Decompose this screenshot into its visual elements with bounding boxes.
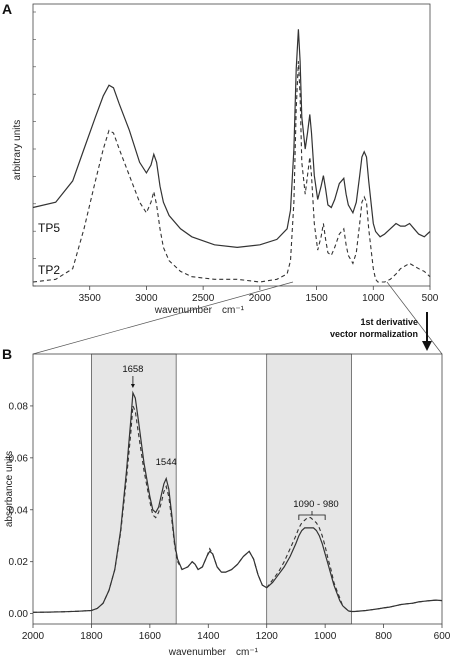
panel-a-x-tick-label: 3500 xyxy=(79,293,102,304)
panel-b-y-tick-label: 0.04 xyxy=(9,505,29,516)
annotation-1090-980: 1090 - 980 xyxy=(293,499,338,510)
series-tp5-line xyxy=(32,29,431,249)
panel-a-x-axis-label: wavenumber xyxy=(154,305,213,316)
panel-a-x-tick-label: 1500 xyxy=(305,293,328,304)
panel-a-x-tick-label: 500 xyxy=(422,293,439,304)
panel-b-y-tick-label: 0.02 xyxy=(9,557,29,568)
transform-label-line1: 1st derivative xyxy=(360,317,418,327)
panel-a-x-tick-label: 3000 xyxy=(135,293,158,304)
panel-a-x-tick-label: 2000 xyxy=(249,293,272,304)
panel-b-y-tick-label: 0.08 xyxy=(9,401,29,412)
panel-b-dashed-line xyxy=(32,403,443,613)
panel-a-y-ticks xyxy=(33,11,36,287)
panel-b-y-axis-label: absorbance units xyxy=(4,451,15,527)
panel-a-x-tick-label: 1000 xyxy=(362,293,385,304)
panel-b-annotations: 1658 1544 1090 - 980 xyxy=(122,364,339,520)
panel-a-y-axis-label: arbitrary units xyxy=(12,120,23,181)
panel-label-a: A xyxy=(2,1,12,17)
annotation-1544: 1544 xyxy=(156,457,177,468)
panel-b-shaded-region xyxy=(266,353,352,625)
panel-b-x-tick-label: 1200 xyxy=(256,631,279,642)
panel-b-x-axis-unit: cm⁻¹ xyxy=(236,647,259,658)
panel-label-b: B xyxy=(2,346,12,362)
series-label-tp2: TP2 xyxy=(38,263,60,277)
panel-b-y-tick-label: 0.06 xyxy=(9,453,29,464)
annotation-1658: 1658 xyxy=(122,364,143,375)
annotation-1090-980-bracket xyxy=(298,511,326,520)
panel-b-x-ticks: 2000 1800 1600 1400 1200 1000 800 600 xyxy=(22,624,451,642)
panel-b-x-tick-label: 1600 xyxy=(139,631,162,642)
panel-b-x-tick-label: 800 xyxy=(375,631,392,642)
panel-b-x-tick-label: 1800 xyxy=(80,631,103,642)
panel-a-x-tick-label: 2500 xyxy=(192,293,215,304)
panel-b-shaded-regions xyxy=(91,353,352,625)
panel-b: B 0.00 0.02 0.04 0.06 0.08 2000 1800 1600 1400 1… xyxy=(2,346,451,658)
panel-b-x-axis-label: wavenumber xyxy=(168,647,227,658)
zoom-connector-left xyxy=(32,281,294,355)
panel-a-x-axis-unit: cm⁻¹ xyxy=(222,305,245,316)
series-tp2-line xyxy=(32,61,431,283)
panel-b-y-tick-label: 0.00 xyxy=(9,609,29,620)
panel-a-frame xyxy=(32,3,431,287)
panel-b-x-tick-label: 1400 xyxy=(197,631,220,642)
panel-b-y-ticks: 0.00 0.02 0.04 0.06 0.08 xyxy=(9,401,33,620)
zoom-connector-right xyxy=(386,281,443,355)
panel-b-x-tick-label: 600 xyxy=(434,631,451,642)
panel-b-frame xyxy=(32,353,443,625)
panel-b-x-tick-label: 2000 xyxy=(22,631,45,642)
transform-label-line2: vector normalization xyxy=(330,329,418,339)
panel-a-x-ticks: 3500 3000 2500 2000 1500 1000 500 xyxy=(79,286,439,304)
panel-b-x-tick-label: 1000 xyxy=(314,631,337,642)
panel-a: A 3500 3000 2500 2000 1500 1000 500 TP5 TP2 ar… xyxy=(2,1,439,316)
series-label-tp5: TP5 xyxy=(38,221,60,235)
